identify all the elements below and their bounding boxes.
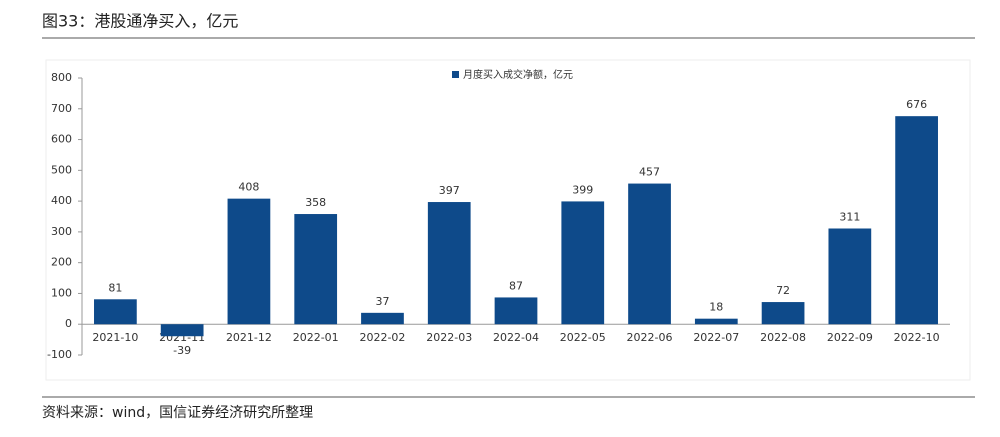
bar [427,202,471,325]
x-tick-label: 2022-06 [627,331,673,344]
y-tick-label: 600 [51,133,72,146]
data-label: 87 [509,279,523,292]
data-label: -39 [173,344,191,357]
bar [494,297,538,325]
bar [361,312,404,325]
y-tick-label: 700 [51,102,72,115]
data-label: 408 [238,181,259,194]
bar [828,228,872,325]
y-tick-label: 200 [51,256,72,269]
bar [628,183,671,325]
x-tick-label: 2022-02 [359,331,405,344]
data-label: 399 [572,183,593,196]
bar [694,318,738,325]
data-label: 18 [709,301,723,314]
data-label: 72 [776,284,790,297]
data-label: 397 [439,184,460,197]
y-tick-label: 800 [51,71,72,84]
data-label: 81 [108,281,122,294]
bar [294,214,338,325]
legend-swatch [452,71,459,78]
x-tick-label: 2021-12 [226,331,272,344]
bar [895,116,938,325]
figure-title: 图33：港股通净买入，亿元 [42,12,238,31]
chart: -100 0 100 200 300 400 500 600 700 800 月度买入成交净额，亿元… [47,68,950,361]
y-tick-label: 100 [51,286,72,299]
x-tick-label: 2022-08 [760,331,806,344]
y-tick-label: 300 [51,225,72,238]
x-tick-label: 2022-10 [894,331,940,344]
legend-label: 月度买入成交净额，亿元 [463,68,573,81]
data-label: 358 [305,196,326,209]
data-label: 676 [906,98,927,111]
x-tick-label: 2022-09 [827,331,873,344]
y-tick-label: 0 [65,317,72,330]
y-tick-label: 400 [51,194,72,207]
x-tick-label: 2022-04 [493,331,539,344]
data-label: 457 [639,166,660,179]
x-tick-label: 2022-07 [693,331,739,344]
data-label: 311 [839,211,860,224]
data-label: 37 [375,295,389,308]
x-tick-label: 2022-03 [426,331,472,344]
bar [761,302,805,325]
y-tick-label: 500 [51,163,72,176]
x-tick-label: 2022-05 [560,331,606,344]
x-tick-label: 2021-10 [92,331,138,344]
source-note: 资料来源：wind，国信证券经济研究所整理 [42,405,313,421]
x-tick-label: 2022-01 [293,331,339,344]
bar [160,324,204,337]
bar [227,198,271,325]
y-tick-label: -100 [47,348,72,361]
bar [561,201,605,325]
bar [94,299,137,325]
